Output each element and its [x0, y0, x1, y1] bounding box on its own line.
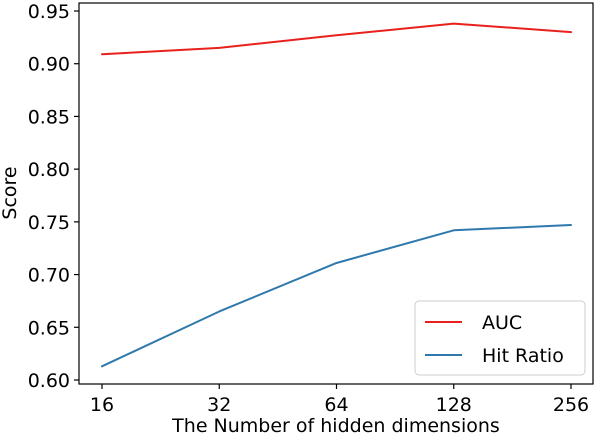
y-tick-label: 0.80	[28, 159, 70, 181]
y-tick-label: 0.90	[28, 54, 70, 76]
x-axis-label: The Number of hidden dimensions	[171, 415, 500, 437]
legend-box	[414, 300, 586, 376]
y-axis-ticks: 0.60 0.65 0.70 0.75 0.80 0.85 0.90 0.95	[28, 1, 79, 392]
x-tick-label: 128	[436, 394, 472, 416]
y-tick-label: 0.70	[28, 265, 70, 287]
x-tick-label: 256	[553, 394, 589, 416]
y-tick-label: 0.75	[28, 212, 70, 234]
y-tick-label: 0.65	[28, 317, 70, 339]
legend: AUC Hit Ratio	[414, 300, 586, 376]
y-tick-label: 0.95	[28, 1, 70, 23]
legend-label: AUC	[482, 312, 522, 334]
series-lines	[101, 22, 572, 368]
x-tick-label: 64	[324, 394, 348, 416]
y-tick-label: 0.85	[28, 106, 70, 128]
series-line-auc	[101, 22, 572, 56]
x-tick-label: 32	[207, 394, 231, 416]
series-line-hit-ratio	[101, 224, 572, 368]
y-axis-label: Score	[0, 166, 21, 219]
x-axis-ticks: 16 32 64 128 256	[90, 384, 589, 416]
legend-label: Hit Ratio	[482, 345, 564, 367]
x-tick-label: 16	[90, 394, 114, 416]
y-tick-label: 0.60	[28, 370, 70, 392]
